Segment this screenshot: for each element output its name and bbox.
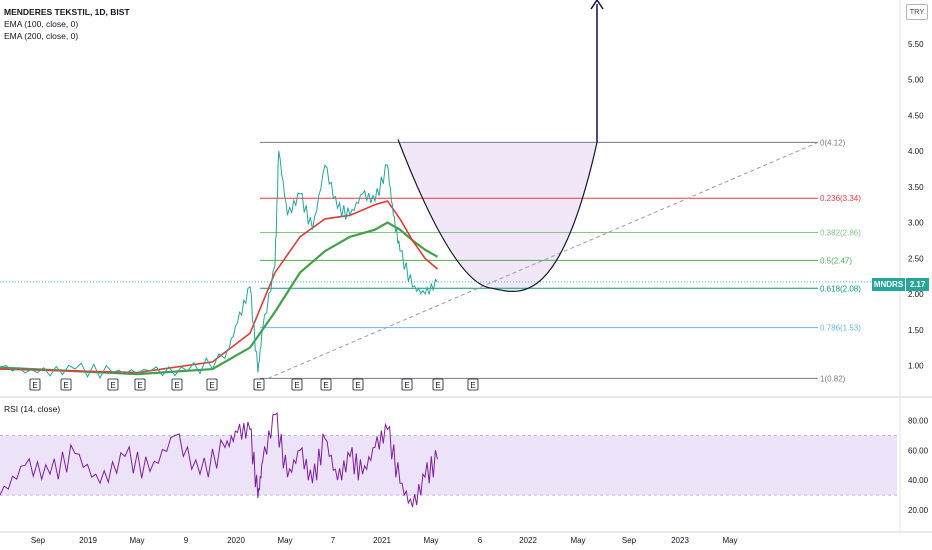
chart-legend: MENDERES TEKSTIL, 1D, BIST EMA (100, clo… <box>4 6 130 42</box>
earnings-marker-label: E <box>323 381 328 390</box>
earnings-marker-label: E <box>174 381 179 390</box>
ema100-legend: EMA (100, close, 0) <box>4 19 79 29</box>
earnings-marker-box <box>401 378 413 391</box>
ema200-line <box>0 221 439 376</box>
earnings-marker-label: E <box>470 381 475 390</box>
time-tick-label: 6 <box>478 536 483 545</box>
earnings-marker-box <box>107 378 119 391</box>
price-tick-label: 5.00 <box>908 76 924 85</box>
price-tick-label: 1.00 <box>908 362 924 371</box>
fib-level-label: 0.236(3.34) <box>820 194 861 203</box>
earnings-marker-box <box>291 378 303 391</box>
time-tick-label: 7 <box>331 536 336 545</box>
earnings-marker: E <box>29 378 41 391</box>
time-tick-label: 2020 <box>227 536 245 545</box>
cup-fill <box>398 142 597 292</box>
fib-level-label: 0.382(2.86) <box>820 229 861 238</box>
earnings-marker-label: E <box>256 381 261 390</box>
earnings-marker: E <box>171 378 183 391</box>
time-tick-label: 2023 <box>671 536 689 545</box>
earnings-marker-label: E <box>137 381 142 390</box>
rsi-tick-label: 60.00 <box>908 446 929 455</box>
earnings-marker: E <box>467 378 479 391</box>
price-tick-label: 3.50 <box>908 183 924 192</box>
time-tick-label: May <box>570 536 585 545</box>
earnings-marker-box <box>29 378 41 391</box>
time-tick-label: May <box>423 536 438 545</box>
last-price-symbol: MNDRS <box>872 278 905 291</box>
earnings-marker-box <box>171 378 183 391</box>
rsi-band <box>0 435 897 496</box>
earnings-marker-label: E <box>63 381 68 390</box>
earnings-marker: E <box>352 378 364 391</box>
ema100-line <box>0 200 439 374</box>
price-tick-label: 4.50 <box>908 111 924 120</box>
rsi-tick-label: 80.00 <box>908 417 929 426</box>
price-tick-label: 4.00 <box>908 147 924 156</box>
target-arrow-head <box>590 0 604 10</box>
time-tick-label: May <box>722 536 737 545</box>
earnings-marker-label: E <box>294 381 299 390</box>
earnings-marker-label: E <box>110 381 115 390</box>
earnings-marker: E <box>401 378 413 391</box>
earnings-marker: E <box>60 378 72 391</box>
price-tick-label: 3.00 <box>908 219 924 228</box>
earnings-marker-box <box>206 378 218 391</box>
earnings-marker: E <box>107 378 119 391</box>
price-line <box>0 150 438 380</box>
earnings-marker-label: E <box>404 381 409 390</box>
earnings-marker-label: E <box>355 381 360 390</box>
last-price-tag: MNDRS 2.17 <box>872 278 929 291</box>
earnings-marker-box <box>432 378 444 391</box>
earnings-marker: E <box>253 378 265 391</box>
rsi-line <box>0 412 438 508</box>
fib-level-label: 1(0.82) <box>820 374 846 383</box>
earnings-marker-label: E <box>32 381 37 390</box>
earnings-marker-label: E <box>209 381 214 390</box>
rsi-tick-label: 20.00 <box>908 506 929 515</box>
time-tick-label: Sep <box>31 536 46 545</box>
earnings-marker: E <box>206 378 218 391</box>
earnings-marker-box <box>134 378 146 391</box>
earnings-marker-box <box>253 378 265 391</box>
ema200-legend: EMA (200, close, 0) <box>4 31 79 41</box>
earnings-marker-box <box>320 378 332 391</box>
earnings-marker: E <box>134 378 146 391</box>
earnings-marker: E <box>291 378 303 391</box>
fib-level-label: 0.618(2.08) <box>820 284 861 293</box>
trendline <box>267 141 819 379</box>
rsi-tick-label: 40.00 <box>908 476 929 485</box>
fib-level-label: 0(4.12) <box>820 138 846 147</box>
price-tick-label: 1.50 <box>908 326 924 335</box>
earnings-marker: E <box>432 378 444 391</box>
time-tick-label: 9 <box>184 536 189 545</box>
fib-level-label: 0.5(2.47) <box>820 256 852 265</box>
time-tick-label: 2021 <box>373 536 391 545</box>
currency-button[interactable]: TRY <box>906 4 928 20</box>
time-tick-label: Sep <box>622 536 637 545</box>
price-tick-label: 2.00 <box>908 290 924 299</box>
price-tick-label: 5.50 <box>908 40 924 49</box>
time-tick-label: May <box>129 536 144 545</box>
price-tick-label: 2.50 <box>908 254 924 263</box>
cup-outline <box>397 139 598 292</box>
rsi-legend: RSI (14, close) <box>4 404 61 414</box>
time-tick-label: 2019 <box>79 536 97 545</box>
earnings-marker: E <box>320 378 332 391</box>
time-tick-label: May <box>277 536 292 545</box>
time-tick-label: 2022 <box>519 536 537 545</box>
fib-level-label: 0.786(1.53) <box>820 324 861 333</box>
earnings-marker-box <box>467 378 479 391</box>
earnings-marker-label: E <box>435 381 440 390</box>
last-price-value: 2.17 <box>905 278 929 291</box>
earnings-marker-box <box>352 378 364 391</box>
symbol-title: MENDERES TEKSTIL, 1D, BIST <box>4 7 130 17</box>
earnings-marker-box <box>60 378 72 391</box>
